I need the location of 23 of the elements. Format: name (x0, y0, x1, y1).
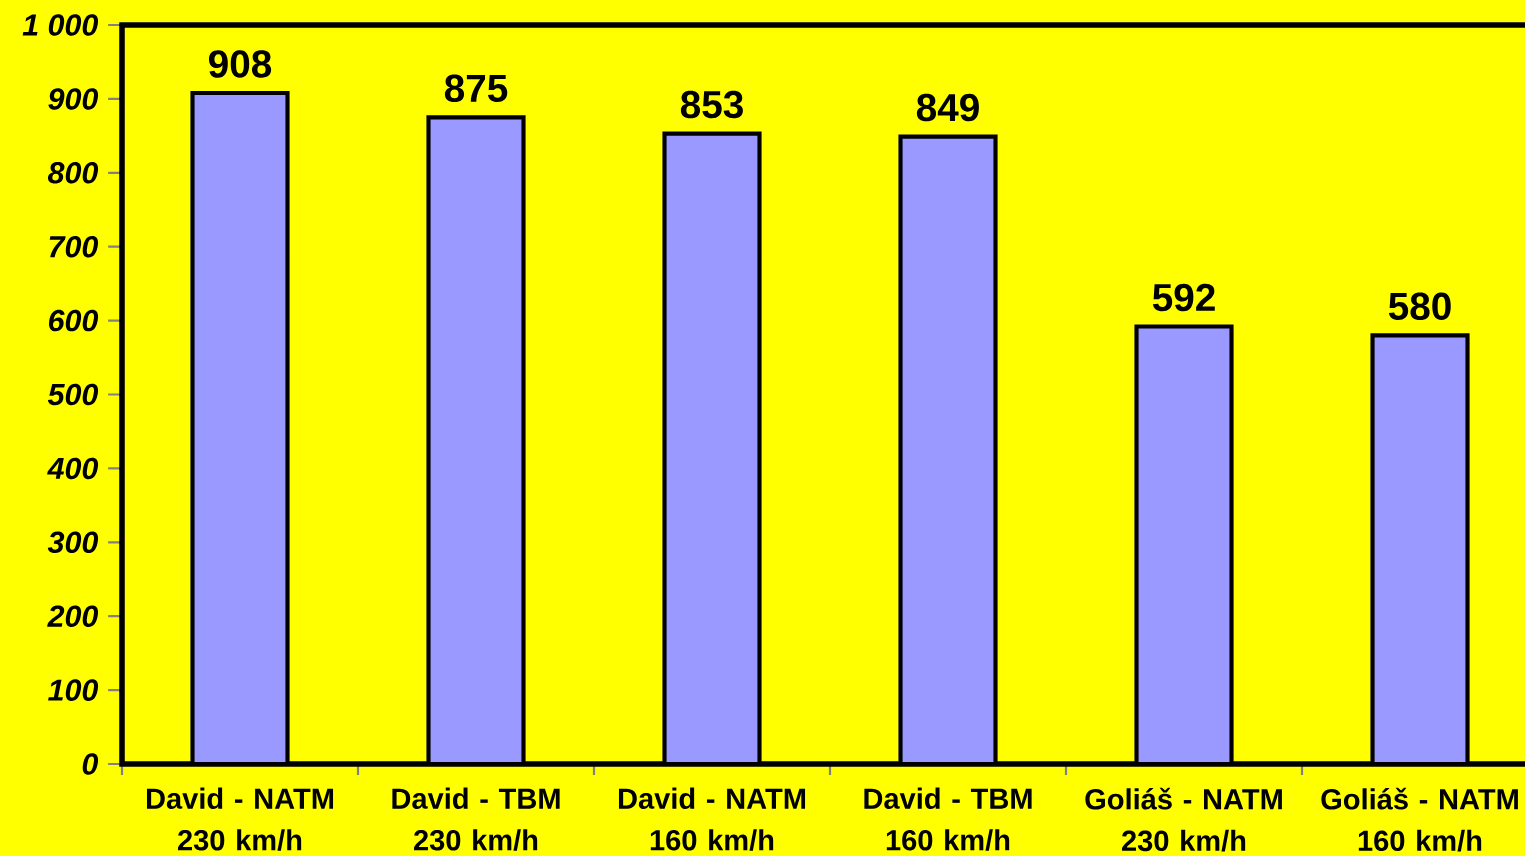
y-tick-label: 600 (49, 309, 99, 332)
data-label: 849 (916, 93, 979, 122)
data-label: 908 (209, 50, 272, 78)
x-tick-label: David - NATM 230 km/h (146, 787, 334, 851)
x-tick-label: David - NATM 160 km/h (618, 787, 806, 851)
data-label: 580 (1388, 292, 1451, 321)
y-tick-label: 1 000 (22, 14, 99, 36)
x-tick-label: Goliáš - NATM 230 km/h (1085, 787, 1282, 852)
data-label: 592 (1152, 283, 1215, 312)
y-tick-label: 500 (47, 383, 99, 406)
data-label: 875 (444, 74, 508, 103)
y-tick-label: 900 (48, 88, 99, 110)
x-tick-label: David - TBM 230 km/h (392, 787, 560, 851)
y-tick-label: 200 (47, 605, 99, 627)
y-tick-label: 300 (47, 531, 99, 554)
data-label: 853 (680, 90, 743, 119)
x-tick-label: Goliáš - NATM 160 km/h (1321, 787, 1518, 852)
y-tick-label: 700 (49, 235, 99, 258)
y-tick-label: 800 (47, 162, 99, 184)
y-tick-label: 0 (82, 753, 99, 775)
x-tick-label: David - TBM 160 km/h (864, 787, 1032, 851)
y-tick-label: 100 (48, 679, 99, 701)
y-tick-label: 400 (47, 457, 99, 480)
